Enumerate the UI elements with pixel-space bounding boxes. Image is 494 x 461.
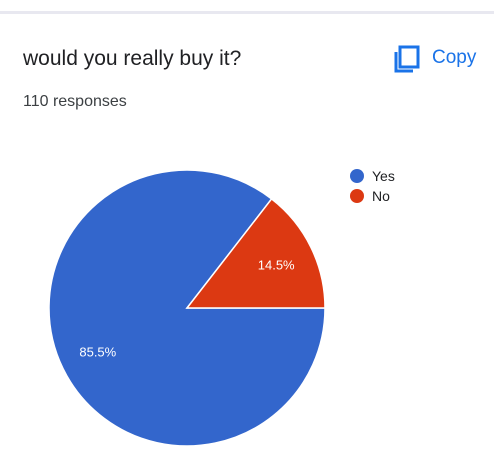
top-border (0, 0, 494, 14)
copy-icon (392, 43, 422, 73)
copy-label: Copy (432, 47, 477, 68)
legend-label-yes: Yes (372, 168, 395, 184)
chart-legend: Yes No (350, 166, 395, 206)
legend-swatch-yes (350, 169, 364, 183)
legend-swatch-no (350, 189, 364, 203)
copy-button[interactable]: Copy (392, 38, 494, 78)
legend-item-no[interactable]: No (350, 186, 395, 206)
response-count: 110 responses (23, 93, 127, 110)
pie-label-no: 14.5% (258, 257, 295, 272)
pie-slice-no[interactable] (185, 197, 326, 309)
legend-label-no: No (372, 188, 390, 204)
question-title: would you really buy it? (23, 47, 242, 70)
legend-item-yes[interactable]: Yes (350, 166, 395, 186)
pie-label-yes: 85.5% (79, 345, 116, 360)
